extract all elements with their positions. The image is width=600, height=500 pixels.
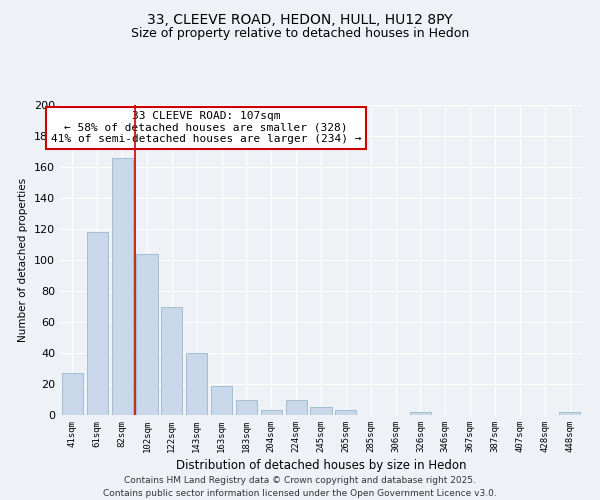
Bar [136,254,158,415]
Bar [87,232,108,415]
Bar [161,306,182,415]
Bar [112,158,133,415]
Text: 33 CLEEVE ROAD: 107sqm
← 58% of detached houses are smaller (328)
41% of semi-de: 33 CLEEVE ROAD: 107sqm ← 58% of detached… [51,111,361,144]
Y-axis label: Number of detached properties: Number of detached properties [19,178,28,342]
Bar [236,400,257,415]
Text: Contains HM Land Registry data © Crown copyright and database right 2025.
Contai: Contains HM Land Registry data © Crown c… [103,476,497,498]
Bar [261,410,282,415]
Bar [559,412,580,415]
Text: 33, CLEEVE ROAD, HEDON, HULL, HU12 8PY: 33, CLEEVE ROAD, HEDON, HULL, HU12 8PY [147,12,453,26]
Bar [62,373,83,415]
X-axis label: Distribution of detached houses by size in Hedon: Distribution of detached houses by size … [176,459,466,472]
Bar [310,407,332,415]
Bar [186,353,207,415]
Bar [410,412,431,415]
Text: Size of property relative to detached houses in Hedon: Size of property relative to detached ho… [131,28,469,40]
Bar [335,410,356,415]
Bar [211,386,232,415]
Bar [286,400,307,415]
